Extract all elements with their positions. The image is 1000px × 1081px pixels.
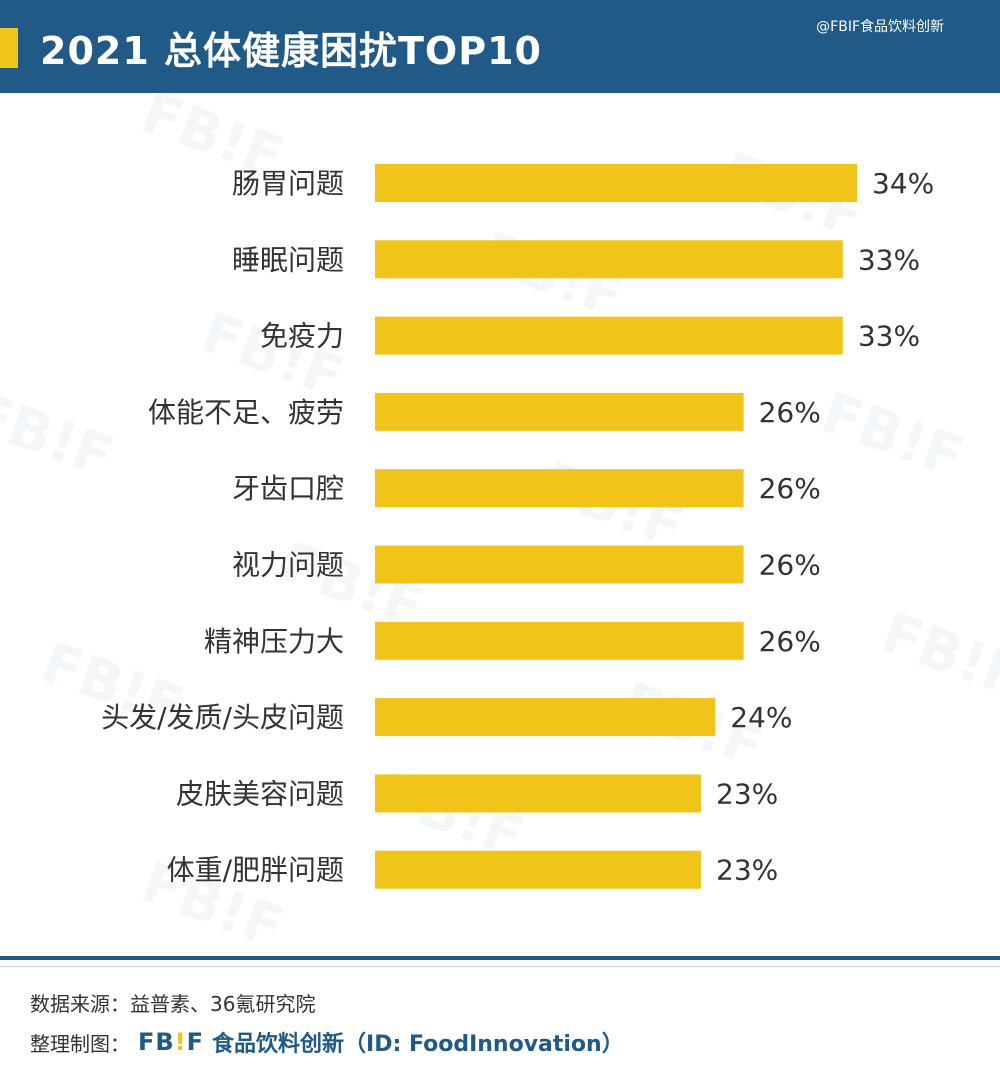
data-label: 26% [759, 472, 821, 505]
bar-chart: FB!F FB!F FB!F FB!F FB!F FB!F FB!F FB!F … [0, 80, 1000, 961]
data-label: 23% [716, 854, 778, 887]
bar [375, 850, 702, 889]
data-label: 34% [872, 167, 934, 200]
organization-name: 食品饮料创新（ID: FoodInnovation） [212, 1032, 624, 1057]
data-label: 33% [858, 320, 920, 353]
category-label: 精神压力大 [204, 625, 344, 658]
data-label: 26% [759, 549, 821, 582]
chart-canvas: 肠胃问题 34% 睡眠问题 33% 免疫力 33% 体能不足、疲劳 26% 牙齿口腔 26% 视力问… [101, 164, 934, 889]
data-label: 23% [716, 777, 778, 810]
category-label: 肠胃问题 [232, 167, 344, 200]
category-label: 牙齿口腔 [232, 472, 344, 505]
credit-label: 整理制图： [30, 1031, 130, 1056]
credit-line: 整理制图： FB!F 食品饮料创新（ID: FoodInnovation） [30, 1026, 624, 1058]
bar [375, 621, 744, 660]
footer-divider [0, 956, 1000, 960]
logo-text-end: F [186, 1028, 205, 1056]
logo-text-main: FB [138, 1028, 175, 1056]
category-label: 视力问题 [232, 549, 344, 582]
corner-watermark: @FBIF食品饮料创新 [816, 19, 944, 35]
header-accent-block [0, 28, 18, 68]
data-label: 26% [759, 396, 821, 429]
page-title: 2021 总体健康困扰TOP10 [40, 29, 542, 73]
category-label: 免疫力 [260, 320, 344, 353]
data-label: 33% [858, 243, 920, 276]
bar [375, 698, 716, 737]
bar [375, 240, 843, 279]
logo-text-bang: ! [174, 1028, 187, 1056]
category-label: 睡眠问题 [232, 243, 344, 276]
category-label: 皮肤美容问题 [176, 777, 344, 810]
bar [375, 316, 843, 355]
bar [375, 545, 744, 584]
data-label: 26% [759, 625, 821, 658]
bar [375, 469, 744, 508]
category-label: 头发/发质/头皮问题 [101, 701, 344, 734]
data-source-note: 数据来源：益普素、36氪研究院 [30, 992, 316, 1016]
fbif-logo: FB!F [138, 1028, 204, 1056]
bar [375, 392, 744, 431]
data-label: 24% [730, 701, 792, 734]
bar [375, 164, 857, 202]
header-bar: 2021 总体健康困扰TOP10 @FBIF食品饮料创新 [0, 0, 1000, 93]
bar [375, 774, 702, 813]
category-label: 体重/肥胖问题 [167, 854, 344, 887]
footer-divider-thin [0, 966, 1000, 967]
category-label: 体能不足、疲劳 [148, 396, 344, 429]
